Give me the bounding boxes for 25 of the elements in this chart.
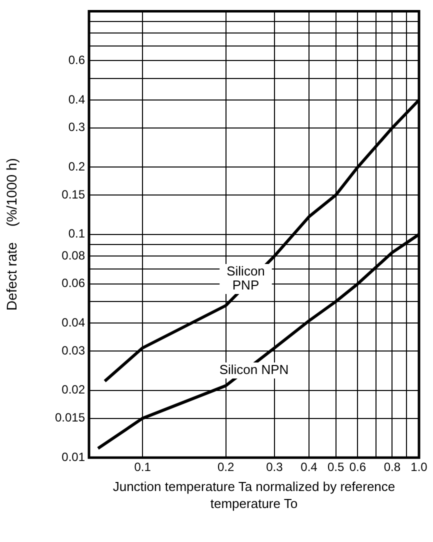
- y-tick-label: 0.01: [62, 450, 86, 464]
- y-tick-label: 0.02: [62, 382, 86, 397]
- y-tick-label: 0.4: [68, 92, 86, 106]
- y-tick-label: 0.04: [62, 316, 86, 330]
- y-tick-label: 0.03: [62, 343, 86, 358]
- series-label: Silicon NPN: [219, 362, 289, 378]
- x-tick-label: 0.5: [327, 460, 344, 474]
- x-axis-title: Junction temperature Ta normalized by reference temperature To: [112, 478, 396, 512]
- x-tick-label: 0.3: [266, 460, 284, 474]
- x-tick-label: 0.2: [217, 460, 234, 474]
- x-tick-label: 0.1: [134, 460, 152, 474]
- x-tick-label: 0.4: [300, 460, 318, 474]
- y-tick-label: 0.1: [68, 226, 86, 241]
- x-tick-label: 1.0: [410, 460, 428, 474]
- y-tick-label: 0.2: [68, 160, 86, 174]
- y-tick-label: 0.15: [62, 187, 86, 202]
- y-tick-label: 0.3: [68, 120, 86, 134]
- y-tick-label: 0.015: [54, 410, 86, 425]
- y-tick-label: 0.08: [62, 248, 86, 262]
- x-tick-label: 0.8: [384, 460, 401, 474]
- x-tick-label: 0.6: [349, 460, 366, 474]
- y-tick-label: 0.6: [68, 53, 86, 68]
- y-axis-title: Defect rate (%/1000 h): [3, 158, 20, 311]
- series-label: Silicon PNP: [226, 264, 265, 293]
- y-tick-label: 0.06: [62, 276, 86, 290]
